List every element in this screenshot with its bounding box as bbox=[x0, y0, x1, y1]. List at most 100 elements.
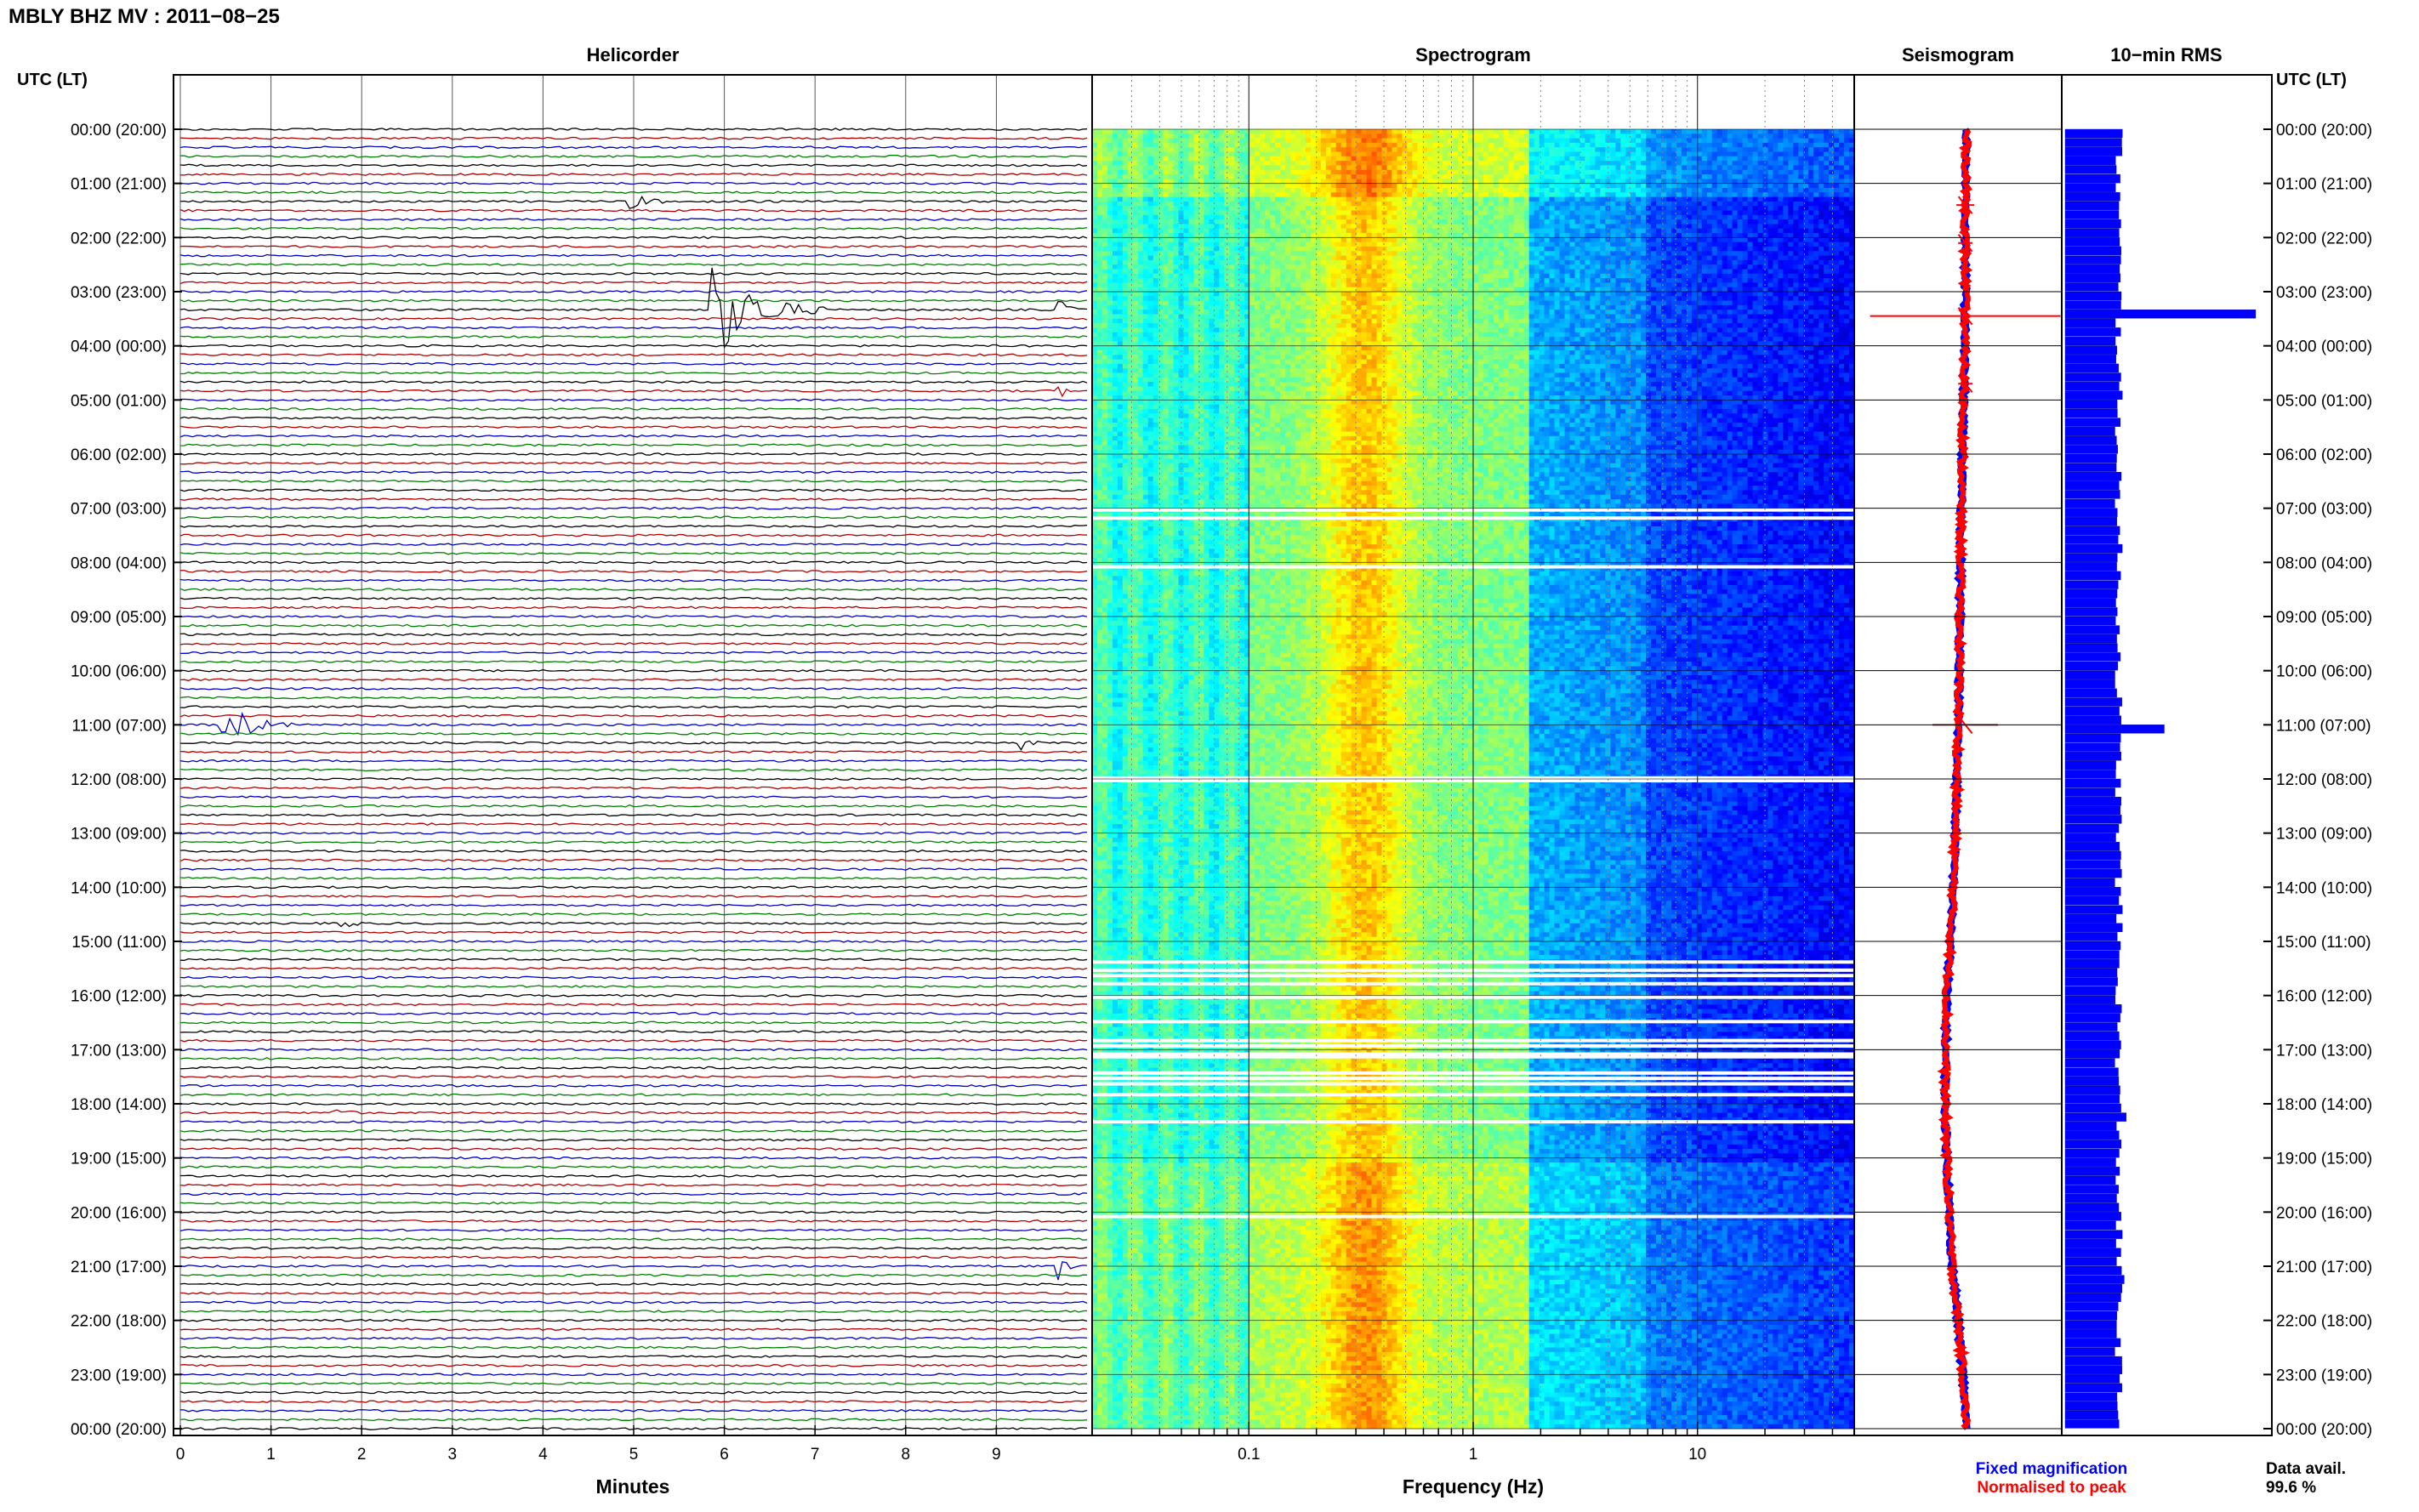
spectrogram-cell bbox=[1545, 156, 1551, 162]
spectrogram-cell bbox=[1118, 152, 1124, 157]
spectrogram-cell bbox=[1534, 156, 1540, 162]
spectrogram-cell bbox=[1387, 170, 1393, 175]
spectrogram-cell bbox=[1707, 184, 1713, 189]
spectrogram-cell bbox=[1579, 170, 1585, 175]
spectrogram-cell bbox=[1143, 188, 1149, 193]
spectrogram-cell bbox=[1164, 184, 1170, 189]
spectrogram-cell bbox=[1214, 165, 1220, 170]
spectrogram-cell bbox=[1357, 143, 1363, 148]
spectrogram-cell bbox=[1362, 165, 1368, 170]
spectrogram-cell bbox=[1417, 139, 1423, 144]
spectrogram-cell bbox=[1397, 152, 1403, 157]
spectrogram-cell bbox=[1097, 156, 1103, 162]
spectrogram-cell bbox=[1839, 152, 1845, 157]
spectrogram-cell bbox=[1529, 129, 1535, 134]
spectrogram-cell bbox=[1133, 170, 1139, 175]
spectrogram-cell bbox=[1550, 139, 1556, 144]
spectrogram-cell bbox=[1676, 156, 1682, 162]
spectrogram-cell bbox=[1382, 134, 1388, 139]
spectrogram-cell bbox=[1138, 170, 1144, 175]
spectrogram-cell bbox=[1382, 156, 1388, 162]
spectrogram-cell bbox=[1504, 147, 1510, 152]
spectrogram-cell bbox=[1357, 134, 1363, 139]
spectrogram-cell bbox=[1646, 170, 1652, 175]
spectrogram-cell bbox=[1793, 139, 1799, 144]
spectrogram-cell bbox=[1717, 156, 1723, 162]
spectrogram-cell bbox=[1590, 152, 1596, 157]
spectrogram-cell bbox=[1148, 188, 1154, 193]
spectrogram-cell bbox=[1189, 139, 1195, 144]
spectrogram-cell bbox=[1509, 165, 1515, 170]
spectrogram-cell bbox=[1509, 129, 1515, 134]
spectrogram-cell bbox=[1346, 152, 1352, 157]
spectrogram-cell bbox=[1473, 161, 1479, 166]
spectrogram-cell bbox=[1107, 188, 1113, 193]
spectrogram-cell bbox=[1311, 156, 1317, 162]
spectrogram-cell bbox=[1453, 184, 1459, 189]
spectrogram-cell bbox=[1529, 165, 1535, 170]
spectrogram-cell bbox=[1494, 134, 1500, 139]
spectrogram-cell bbox=[1763, 184, 1769, 189]
spectrogram-cell bbox=[1570, 152, 1576, 157]
spectrogram-cell bbox=[1575, 161, 1581, 166]
spectrogram-cell bbox=[1839, 184, 1845, 189]
spectrogram-cell bbox=[1570, 170, 1576, 175]
spectrogram-cell bbox=[1509, 139, 1515, 144]
spectrogram-cell bbox=[1651, 147, 1657, 152]
spectrogram-cell bbox=[1788, 161, 1794, 166]
spectrogram-cell bbox=[1722, 170, 1728, 175]
spectrogram-cell bbox=[1169, 134, 1175, 139]
spectrogram-cell bbox=[1234, 129, 1240, 134]
spectrogram-cell bbox=[1560, 161, 1566, 166]
spectrogram-cell bbox=[1285, 147, 1291, 152]
spectrogram-cell bbox=[1738, 134, 1744, 139]
spectrogram-cell bbox=[1620, 147, 1626, 152]
spectrogram-cell bbox=[1473, 156, 1479, 162]
spectrogram-cell bbox=[1123, 170, 1129, 175]
spectrogram-cell bbox=[1540, 129, 1545, 134]
spectrogram-cell bbox=[1590, 143, 1596, 148]
spectrogram-cell bbox=[1641, 156, 1647, 162]
spectrogram-cell bbox=[1534, 134, 1540, 139]
spectrogram-cell bbox=[1783, 129, 1789, 134]
spectrogram-cell bbox=[1123, 165, 1129, 170]
spectrogram-cell bbox=[1402, 156, 1408, 162]
spectrogram-cell bbox=[1407, 161, 1413, 166]
spectrogram-cell bbox=[1748, 165, 1754, 170]
spectrogram-cell bbox=[1280, 165, 1286, 170]
spectrogram-cell bbox=[1733, 161, 1739, 166]
spectrogram-cell bbox=[1844, 174, 1850, 179]
spectrogram-cell bbox=[1560, 170, 1566, 175]
spectrogram-cell bbox=[1651, 161, 1657, 166]
spectrogram-cell bbox=[1214, 161, 1220, 166]
spectrogram-cell bbox=[1499, 143, 1505, 148]
spectrogram-cell bbox=[1280, 134, 1286, 139]
spectrogram-cell bbox=[1570, 165, 1576, 170]
spectrogram-cell bbox=[1249, 134, 1255, 139]
spectrogram-cell bbox=[1214, 143, 1220, 148]
spectrogram-cell bbox=[1753, 134, 1759, 139]
spectrogram-cell bbox=[1097, 143, 1103, 148]
spectrogram-cell bbox=[1260, 184, 1266, 189]
spectrogram-cell bbox=[1676, 184, 1682, 189]
spectrogram-cell bbox=[1620, 152, 1626, 157]
spectrogram-cell bbox=[1778, 147, 1784, 152]
spectrogram-cell bbox=[1758, 129, 1764, 134]
spectrogram-cell bbox=[1336, 161, 1342, 166]
spectrogram-cell bbox=[1295, 152, 1301, 157]
spectrogram-cell bbox=[1499, 129, 1505, 134]
spectrogram-cell bbox=[1488, 174, 1494, 179]
spectrogram-cell bbox=[1275, 129, 1281, 134]
spectrogram-cell bbox=[1483, 134, 1489, 139]
spectrogram-cell bbox=[1666, 174, 1672, 179]
spectrogram-cell bbox=[1387, 139, 1393, 144]
spectrogram-cell bbox=[1290, 184, 1296, 189]
spectrogram-cell bbox=[1579, 156, 1585, 162]
spectrogram-cell bbox=[1595, 143, 1601, 148]
spectrogram-cell bbox=[1743, 134, 1749, 139]
spectrogram-cell bbox=[1295, 139, 1301, 144]
spectrogram-cell bbox=[1107, 143, 1113, 148]
spectrogram-cell bbox=[1813, 129, 1819, 134]
spectrogram-cell bbox=[1453, 161, 1459, 166]
spectrogram-cell bbox=[1326, 152, 1332, 157]
